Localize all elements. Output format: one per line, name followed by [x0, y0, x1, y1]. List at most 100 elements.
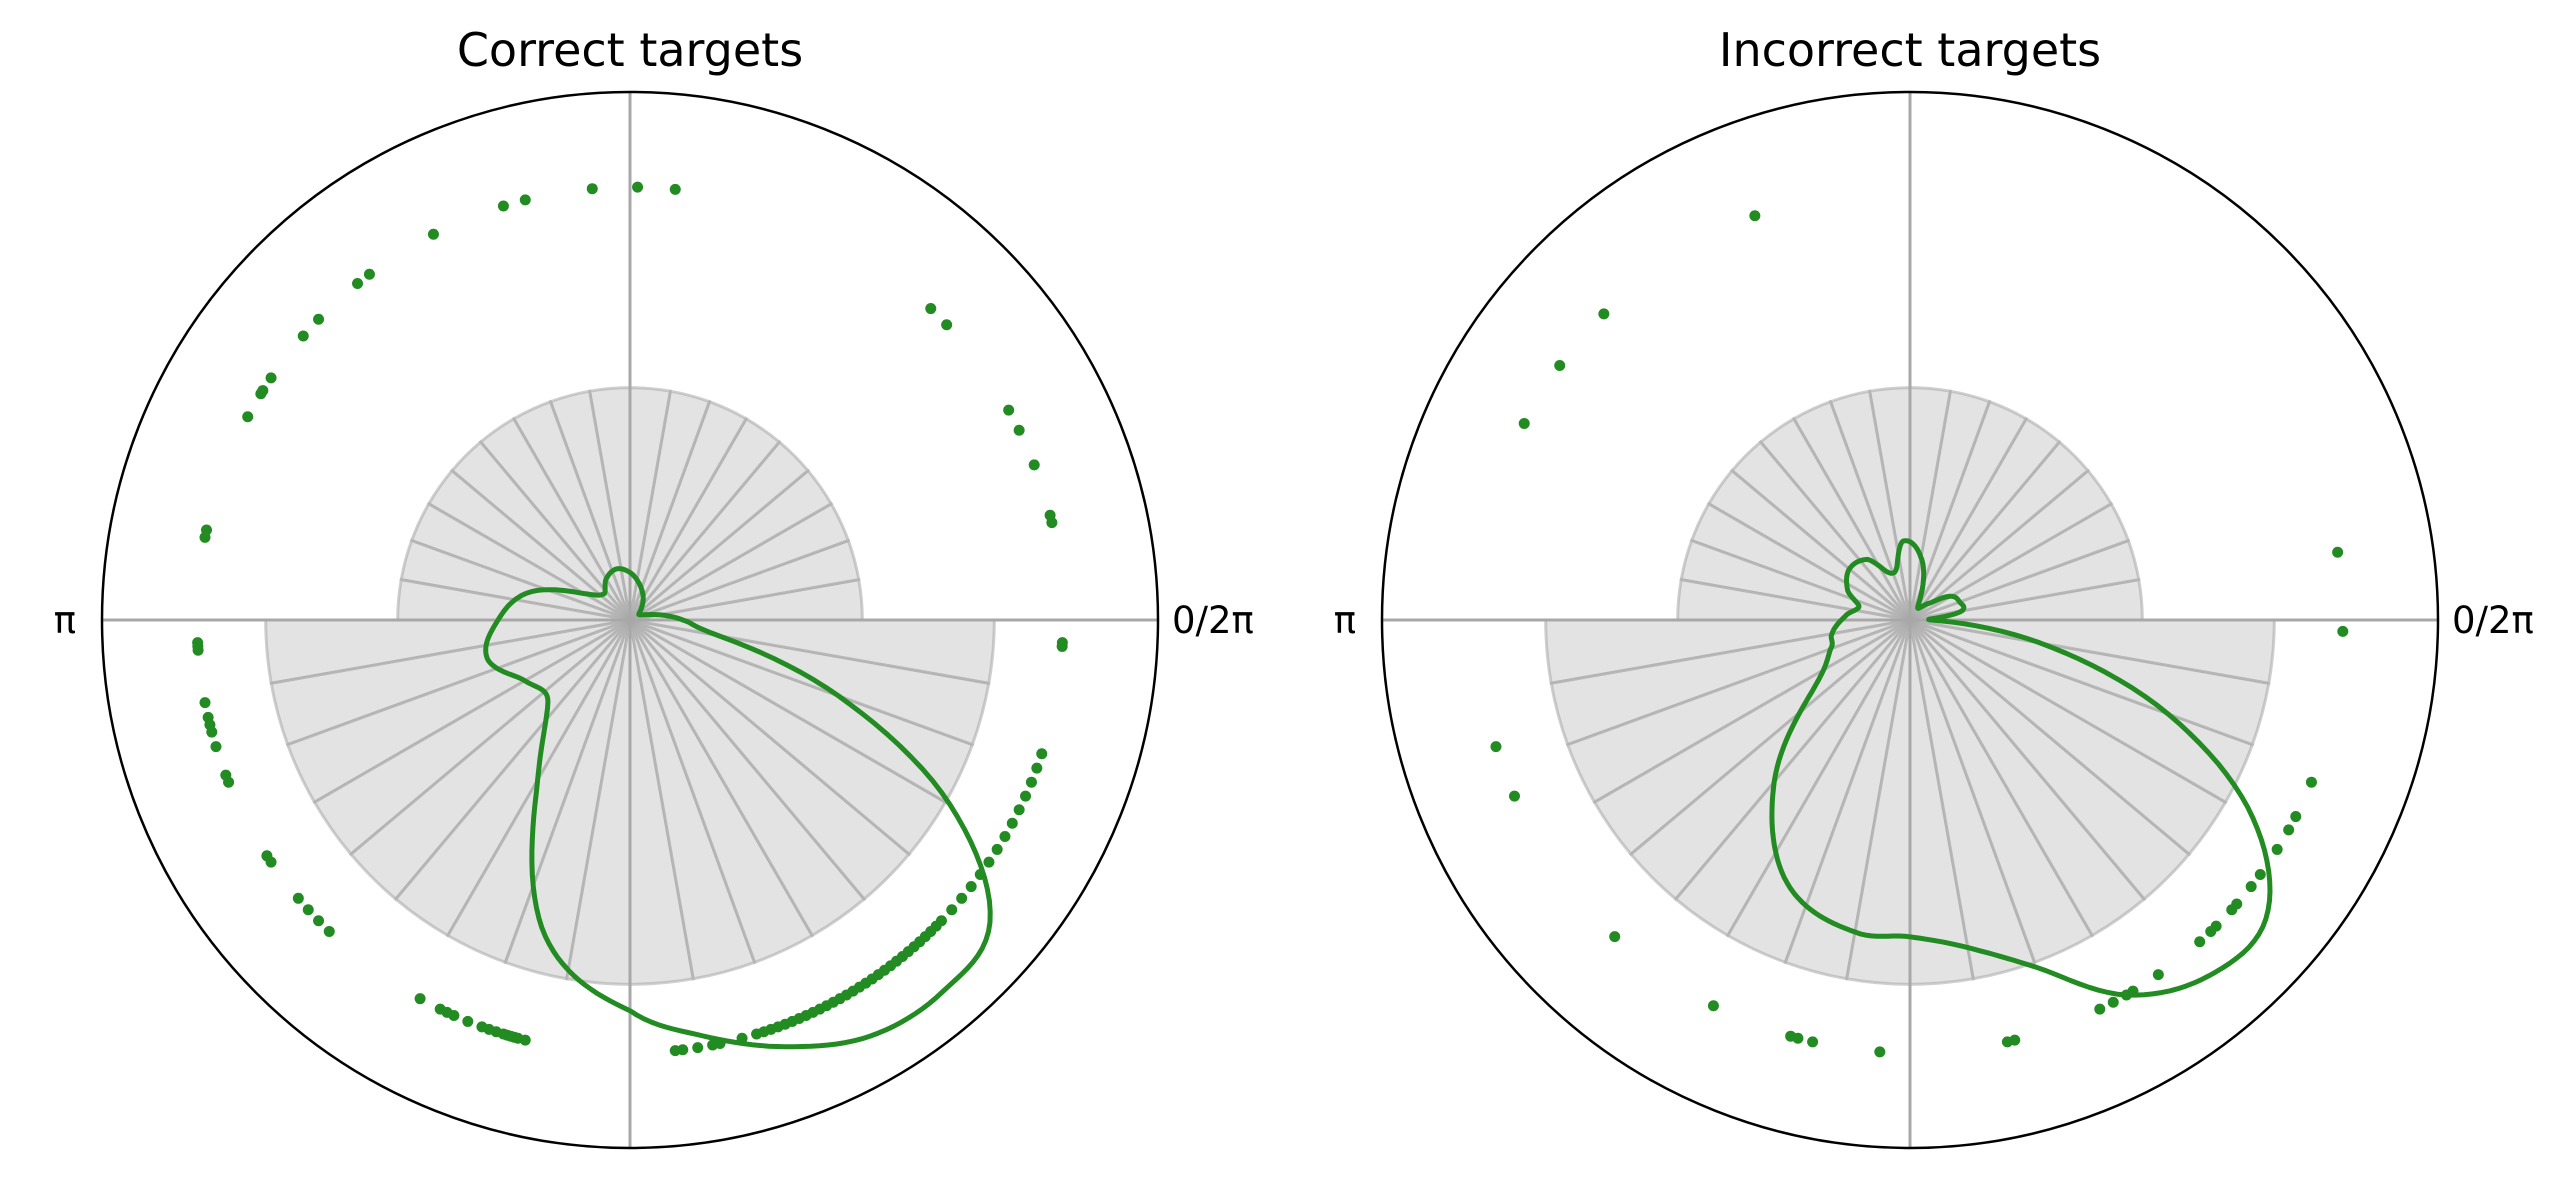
- correct-data-point: [1020, 790, 1032, 802]
- incorrect-data-point: [2254, 868, 2266, 880]
- correct-data-point: [192, 644, 204, 656]
- correct-data-point: [941, 319, 953, 331]
- correct-data-point: [199, 531, 211, 543]
- correct-data-point: [313, 313, 325, 325]
- incorrect-data-point: [1609, 931, 1621, 943]
- correct-data-point: [242, 411, 254, 423]
- incorrect-data-point: [1874, 1046, 1886, 1058]
- correct-data-point: [925, 303, 937, 315]
- polar-plot-incorrect: Incorrect targets 0/2π π: [1334, 23, 2534, 1150]
- incorrect-data-point: [2337, 625, 2349, 637]
- incorrect-data-point: [1598, 308, 1610, 320]
- incorrect-data-point: [2290, 811, 2302, 823]
- correct-data-point: [692, 1042, 704, 1054]
- correct-histogram: [264, 386, 996, 986]
- correct-data-point: [265, 856, 277, 868]
- incorrect-data-point: [1707, 1000, 1719, 1012]
- correct-data-point: [427, 228, 439, 240]
- incorrect-data-point: [2245, 881, 2257, 893]
- correct-data-point: [313, 915, 325, 927]
- correct-data-point: [352, 278, 364, 290]
- incorrect-data-point: [1490, 741, 1502, 753]
- incorrect-chart-title: Incorrect targets: [1719, 23, 2101, 77]
- correct-data-point: [956, 892, 968, 904]
- incorrect-data-point: [2210, 920, 2222, 932]
- correct-data-point: [677, 1044, 689, 1056]
- incorrect-data-point: [2231, 898, 2243, 910]
- polar-plot-correct: Correct targets 0/2π π: [54, 23, 1254, 1150]
- correct-data-point: [983, 856, 995, 868]
- correct-chart-title: Correct targets: [457, 23, 803, 77]
- incorrect-axes: [1382, 92, 2438, 1148]
- correct-data-point: [632, 181, 644, 193]
- correct-data-point: [586, 183, 598, 195]
- correct-data-point: [297, 330, 309, 342]
- correct-data-point: [414, 993, 426, 1005]
- correct-scatter: [192, 181, 1068, 1057]
- incorrect-tick-label-pi: π: [1334, 599, 1356, 642]
- incorrect-data-point: [2194, 936, 2206, 948]
- correct-density-curve: [483, 566, 993, 1050]
- incorrect-data-point: [1807, 1036, 1819, 1048]
- correct-data-point: [1025, 776, 1037, 788]
- correct-data-point: [1028, 459, 1040, 471]
- correct-data-point: [1013, 804, 1025, 816]
- incorrect-data-point: [1749, 210, 1761, 222]
- incorrect-histogram: [1544, 386, 2276, 986]
- correct-data-point: [210, 741, 222, 753]
- incorrect-data-point: [2107, 996, 2119, 1008]
- correct-data-point: [736, 1032, 748, 1044]
- incorrect-data-point: [1508, 790, 1520, 802]
- incorrect-data-point: [2152, 969, 2164, 981]
- correct-tick-label-pi: π: [54, 599, 76, 642]
- polar-chart-correct: Correct targets 0/2π π: [54, 23, 1254, 1150]
- correct-data-point: [935, 915, 947, 927]
- polar-chart-incorrect: Incorrect targets 0/2π π: [1280, 0, 2560, 1179]
- correct-polar-frame: [100, 90, 1160, 1150]
- correct-data-point: [363, 268, 375, 280]
- correct-data-point: [974, 868, 986, 880]
- correct-data-point: [497, 200, 509, 212]
- correct-tick-label-zero: 0/2π: [1172, 599, 1254, 642]
- correct-axes: [102, 92, 1158, 1148]
- incorrect-data-point: [2009, 1034, 2021, 1046]
- incorrect-data-point: [2332, 546, 2344, 558]
- correct-data-point: [255, 388, 267, 400]
- correct-data-point: [965, 881, 977, 893]
- correct-data-point: [1056, 640, 1068, 652]
- incorrect-data-point: [1554, 360, 1566, 372]
- incorrect-scatter: [1490, 210, 2349, 1058]
- correct-data-point: [999, 830, 1011, 842]
- incorrect-data-point: [1792, 1032, 1804, 1044]
- incorrect-data-point: [1518, 417, 1530, 429]
- correct-data-point: [462, 1015, 474, 1027]
- correct-data-point: [991, 843, 1003, 855]
- correct-data-point: [1013, 424, 1025, 436]
- incorrect-data-point: [2305, 776, 2317, 788]
- incorrect-data-point: [2094, 1003, 2106, 1015]
- incorrect-tick-label-zero: 0/2π: [2452, 599, 2534, 642]
- correct-data-point: [946, 904, 958, 916]
- correct-data-point: [292, 892, 304, 904]
- correct-data-point: [302, 904, 314, 916]
- correct-plot-area: Correct targets 0/2π π: [54, 23, 1254, 1150]
- incorrect-data-point: [2283, 824, 2295, 836]
- correct-data-point: [714, 1037, 726, 1049]
- correct-data-point: [519, 1034, 531, 1046]
- correct-data-point: [1003, 404, 1015, 416]
- correct-data-point: [199, 697, 211, 709]
- correct-data-point: [323, 925, 335, 937]
- correct-data-point: [669, 183, 681, 195]
- incorrect-data-point: [2271, 843, 2283, 855]
- correct-data-point: [1031, 762, 1043, 774]
- incorrect-polar-frame: [1380, 90, 2440, 1150]
- correct-data-point: [1036, 748, 1048, 760]
- correct-data-point: [1044, 509, 1056, 521]
- correct-data-point: [265, 372, 277, 384]
- correct-data-point: [206, 726, 218, 738]
- incorrect-plot-area: Incorrect targets 0/2π π: [1334, 23, 2534, 1150]
- correct-data-point: [223, 776, 235, 788]
- incorrect-data-point: [2127, 985, 2139, 997]
- correct-data-point: [1006, 817, 1018, 829]
- correct-data-point: [519, 194, 531, 206]
